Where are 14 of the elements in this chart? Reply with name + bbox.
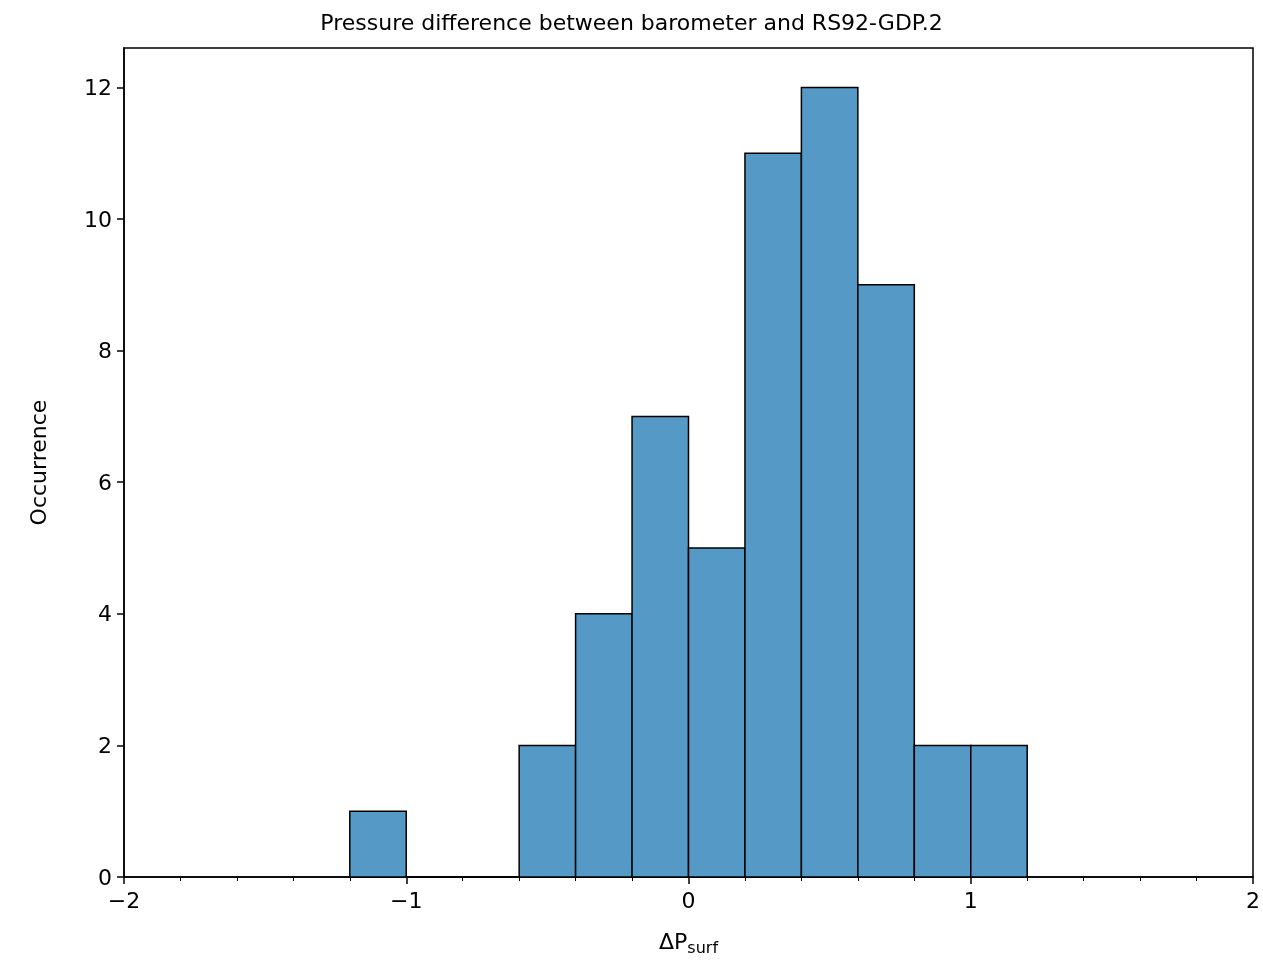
x-tick-label: 2 [1246,887,1260,913]
y-tick-label: 0 [98,864,112,890]
y-axis-title: Occurrence [25,399,51,526]
chart-title: Pressure difference between barometer and RS92-GDP.2 [320,9,943,35]
x-tick-label: −2 [107,887,141,913]
x-tick-label: 1 [963,887,978,913]
y-tick-label: 10 [84,206,112,232]
y-tick-label: 12 [84,74,112,100]
x-tick-label: 0 [681,887,696,913]
y-tick-label: 2 [98,732,112,758]
y-tick-label: 4 [98,601,112,627]
y-tick-label: 8 [98,338,112,364]
y-tick-label: 6 [98,469,112,495]
x-tick-label: −1 [390,887,423,913]
